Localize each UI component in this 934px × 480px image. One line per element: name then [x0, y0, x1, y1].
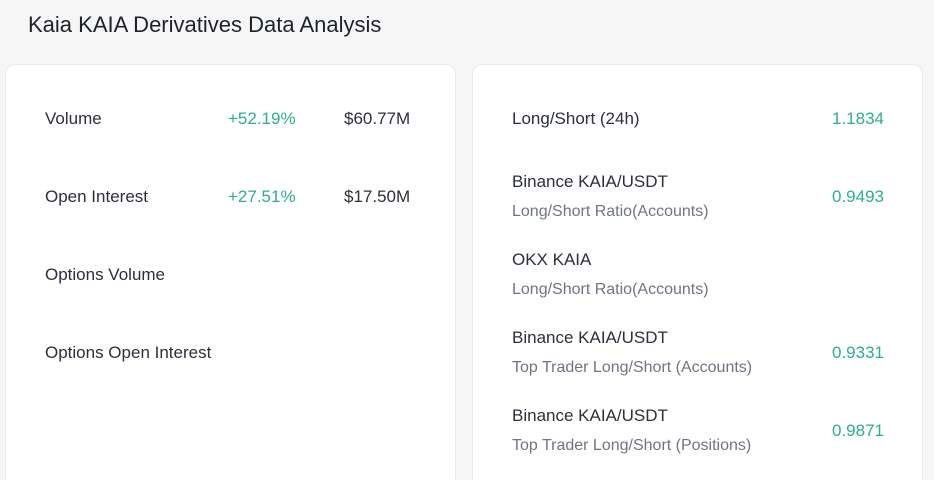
long-short-24h-label: Long/Short (24h): [512, 109, 640, 128]
binance-top-positions-label: Binance KAIA/USDT: [512, 406, 668, 425]
stat-row-options-volume: Options Volume: [6, 221, 455, 299]
okx-accounts-label: OKX KAIA: [512, 250, 592, 269]
volume-label: Volume: [45, 109, 102, 128]
long-short-24h-value: 1.1834: [832, 109, 884, 128]
stat-row-open-interest: Open Interest +27.51% $17.50M: [6, 143, 455, 221]
stat-row-volume: Volume +52.19% $60.77M: [6, 65, 455, 143]
volume-amount: $60.77M: [344, 109, 411, 128]
binance-accounts-sublabel: Long/Short Ratio(Accounts): [512, 203, 709, 220]
ratio-row-binance-accounts: Binance KAIA/USDT Long/Short Ratio(Accou…: [473, 143, 922, 221]
options-open-interest-label: Options Open Interest: [45, 343, 212, 362]
binance-accounts-value: 0.9493: [832, 187, 884, 206]
ratio-row-binance-top-positions: Binance KAIA/USDT Top Trader Long/Short …: [473, 377, 922, 455]
okx-accounts-sublabel: Long/Short Ratio(Accounts): [512, 281, 709, 298]
binance-top-positions-value: 0.9871: [832, 421, 884, 440]
open-interest-change: +27.51%: [228, 187, 296, 206]
stat-row-options-open-interest: Options Open Interest: [6, 299, 455, 377]
options-volume-label: Options Volume: [45, 265, 166, 284]
open-interest-label: Open Interest: [45, 187, 149, 206]
ratio-row-okx-accounts: OKX KAIA Long/Short Ratio(Accounts): [473, 221, 922, 299]
binance-top-positions-sublabel: Top Trader Long/Short (Positions): [512, 437, 752, 454]
volume-change: +52.19%: [228, 109, 296, 128]
binance-top-accounts-label: Binance KAIA/USDT: [512, 328, 668, 347]
ratio-row-binance-top-accounts: Binance KAIA/USDT Top Trader Long/Short …: [473, 299, 922, 377]
binance-accounts-label: Binance KAIA/USDT: [512, 172, 668, 191]
page-title: Kaia KAIA Derivatives Data Analysis: [28, 12, 382, 37]
market-stats-card: Volume +52.19% $60.77M Open Interest +27…: [5, 64, 456, 480]
binance-top-accounts-sublabel: Top Trader Long/Short (Accounts): [512, 359, 753, 376]
long-short-card: Long/Short (24h) 1.1834 Binance KAIA/USD…: [472, 64, 923, 480]
open-interest-amount: $17.50M: [344, 187, 411, 206]
ratio-row-long-short-24h: Long/Short (24h) 1.1834: [473, 65, 922, 143]
binance-top-accounts-value: 0.9331: [832, 343, 884, 362]
